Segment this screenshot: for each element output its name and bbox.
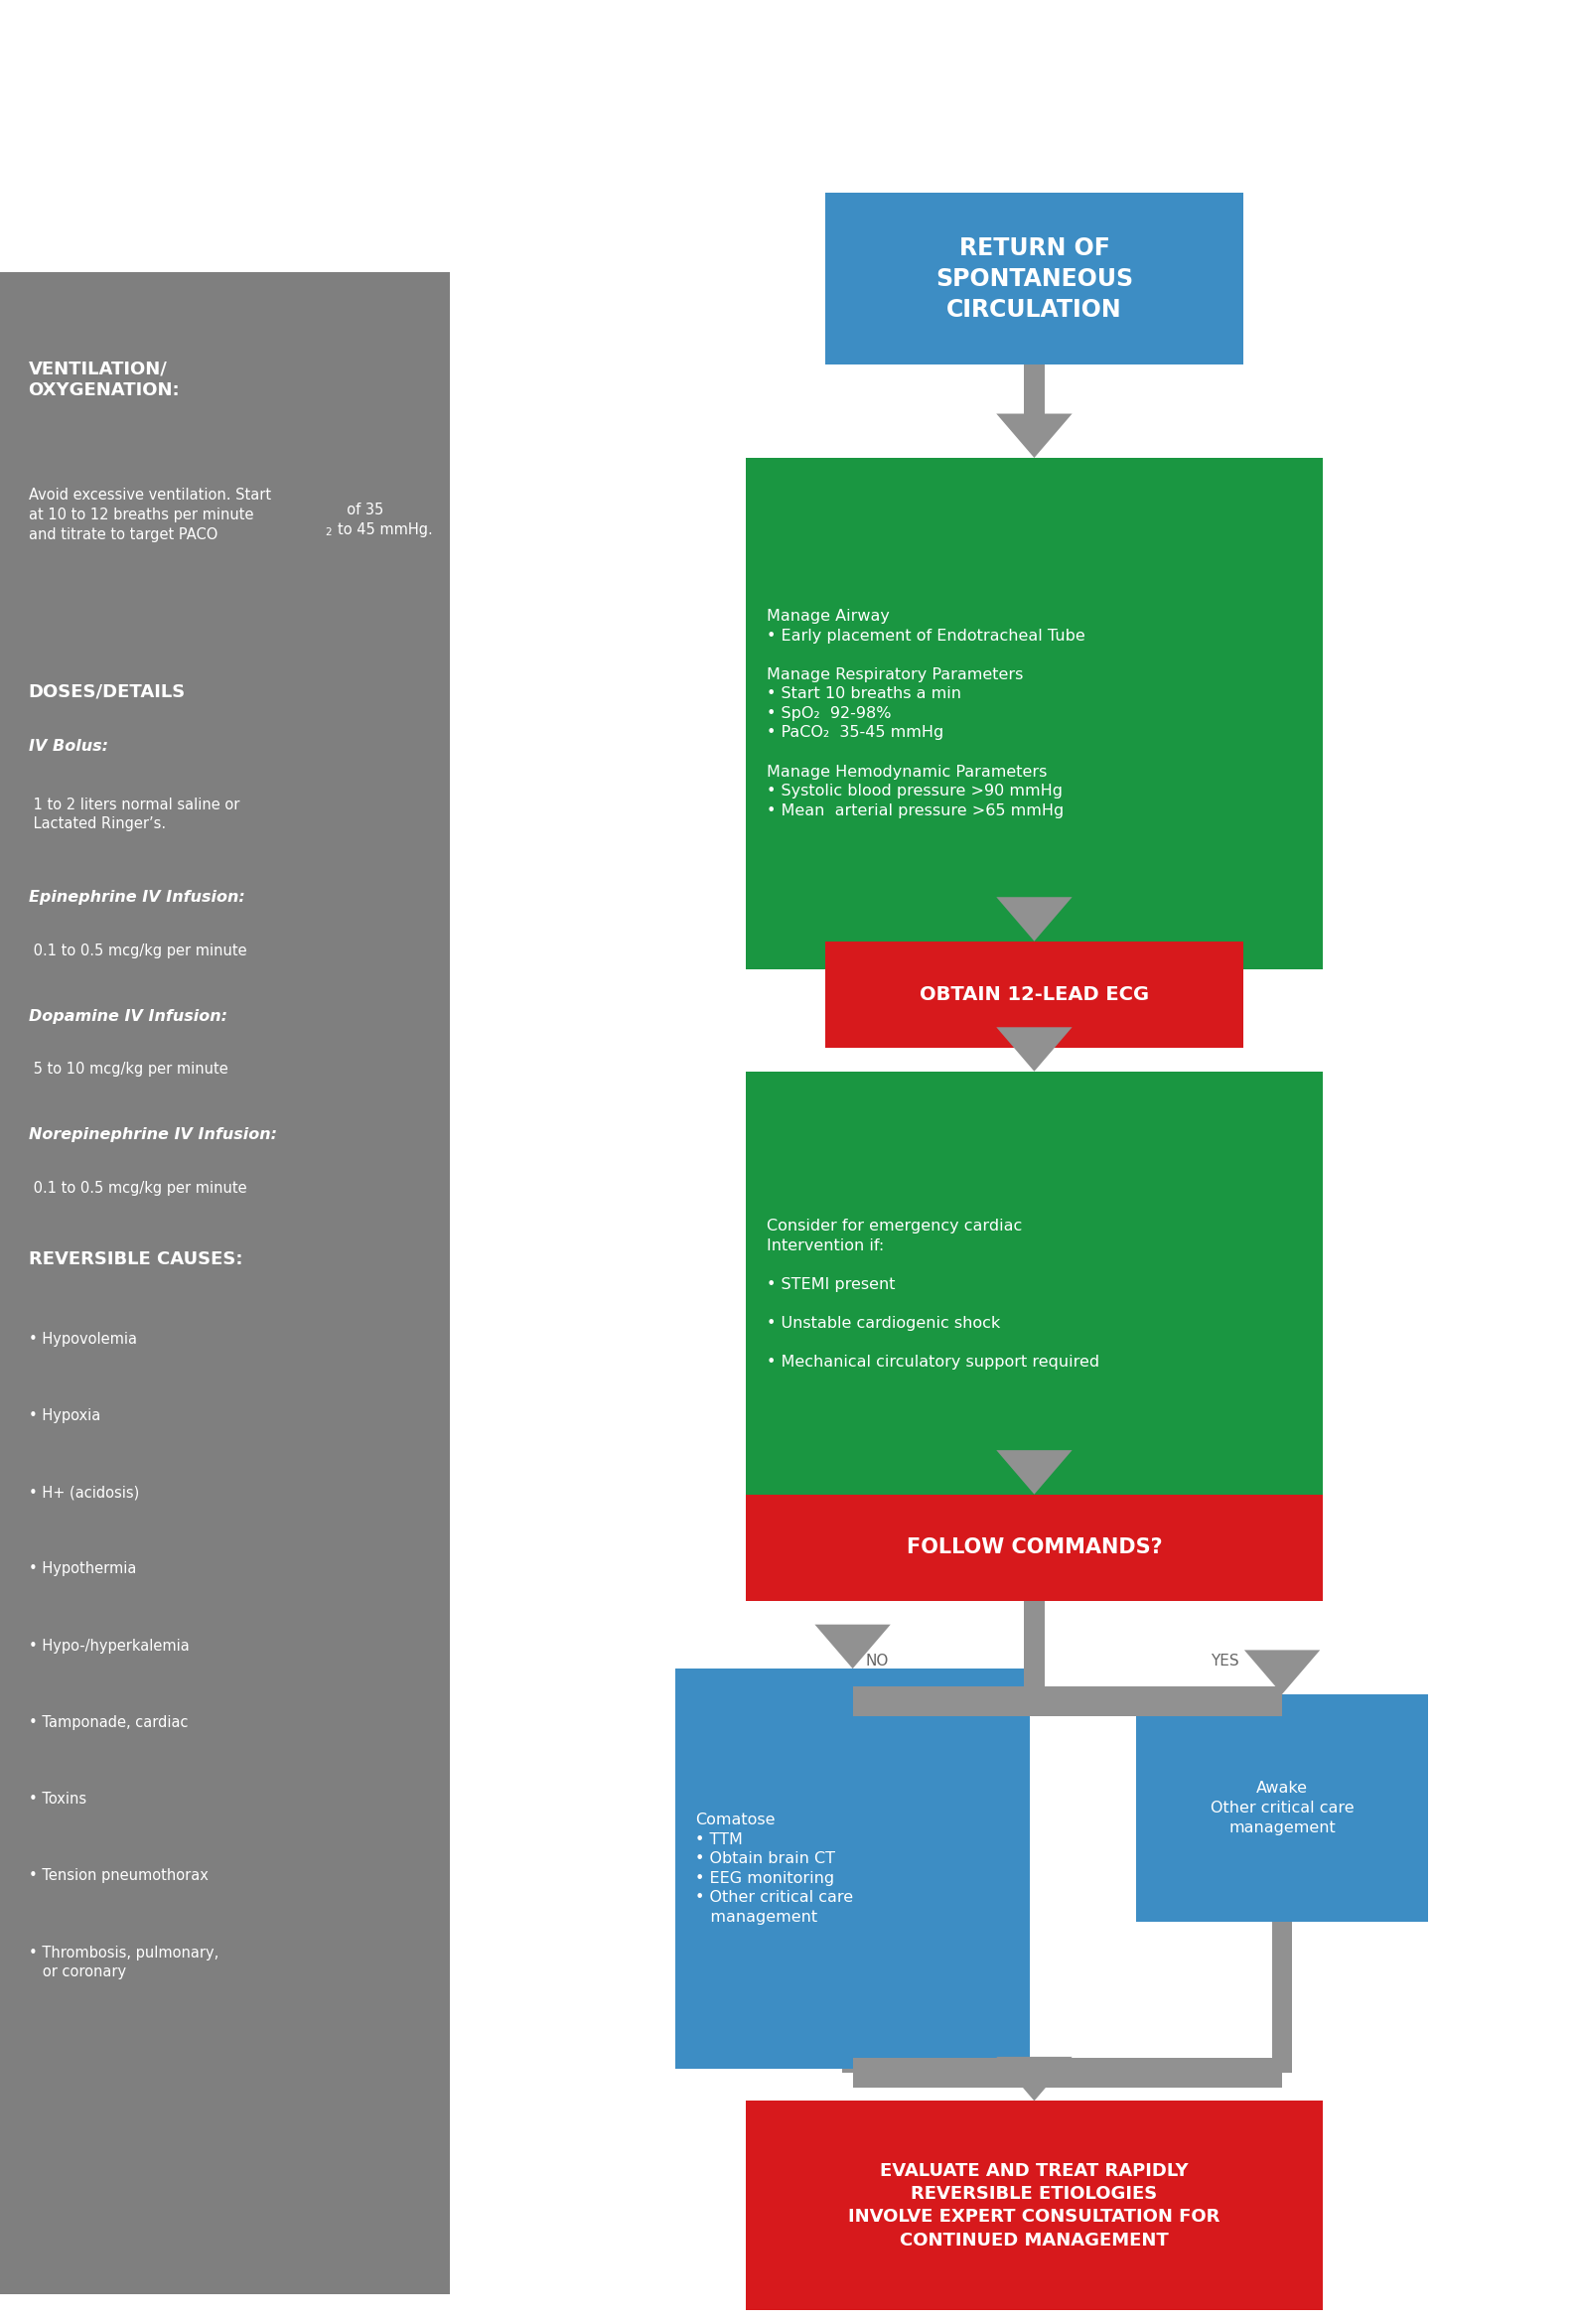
Text: VENTILATION/
OXYGENATION:: VENTILATION/ OXYGENATION:: [28, 360, 180, 400]
Text: Epinephrine IV Infusion:: Epinephrine IV Infusion:: [28, 890, 245, 904]
Bar: [1137, 1694, 1429, 1922]
Text: Norepinephrine IV Infusion:: Norepinephrine IV Infusion:: [28, 1127, 276, 1141]
Text: • Hypothermia: • Hypothermia: [28, 1562, 136, 1576]
Text: Awake
Other critical care
management: Awake Other critical care management: [1211, 1780, 1353, 1836]
Bar: [1023, 365, 1045, 414]
Bar: [824, 193, 1244, 365]
Polygon shape: [996, 2057, 1072, 2101]
Text: YES: YES: [1211, 1655, 1240, 1669]
Text: OBTAIN 12-LEAD ECG: OBTAIN 12-LEAD ECG: [919, 985, 1150, 1004]
Polygon shape: [996, 414, 1072, 458]
Bar: [747, 1494, 1322, 1601]
Text: of 35
to 45 mmHg.: of 35 to 45 mmHg.: [338, 502, 433, 537]
Text: RETURN OF
SPONTANEOUS
CIRCULATION: RETURN OF SPONTANEOUS CIRCULATION: [935, 237, 1134, 321]
Text: • Tension pneumothorax: • Tension pneumothorax: [28, 1868, 208, 1882]
Text: 1 to 2 liters normal saline or
 Lactated Ringer’s.: 1 to 2 liters normal saline or Lactated …: [28, 797, 240, 832]
Text: Manage Airway
• Early placement of Endotracheal Tube

Manage Respiratory Paramet: Manage Airway • Early placement of Endot…: [767, 609, 1085, 818]
Text: NO: NO: [865, 1655, 889, 1669]
Polygon shape: [996, 897, 1072, 941]
Polygon shape: [1244, 1650, 1320, 1694]
Bar: [853, 2059, 1282, 2087]
Text: • Hypovolemia: • Hypovolemia: [28, 1332, 137, 1346]
Text: REVERSIBLE CAUSES:: REVERSIBLE CAUSES:: [28, 1250, 243, 1269]
Text: Dopamine IV Infusion:: Dopamine IV Infusion:: [28, 1009, 227, 1023]
Bar: [0, 272, 450, 2294]
Text: Consider for emergency cardiac
Intervention if:

• STEMI present

• Unstable car: Consider for emergency cardiac Intervent…: [767, 1220, 1099, 1369]
Bar: [747, 2101, 1322, 2310]
Polygon shape: [815, 1624, 891, 1669]
Text: • Tamponade, cardiac: • Tamponade, cardiac: [28, 1715, 188, 1729]
Bar: [843, 2068, 864, 2073]
Text: IV Bolus:: IV Bolus:: [28, 739, 107, 753]
Text: • Toxins: • Toxins: [28, 1792, 87, 1806]
Bar: [676, 1669, 1031, 2068]
Text: Avoid excessive ventilation. Start
at 10 to 12 breaths per minute
and titrate to: Avoid excessive ventilation. Start at 10…: [28, 488, 272, 541]
Text: DOSES/DETAILS: DOSES/DETAILS: [28, 683, 186, 702]
Bar: [853, 1687, 1034, 1715]
Text: • H+ (acidosis): • H+ (acidosis): [28, 1485, 139, 1499]
Text: FOLLOW COMMANDS?: FOLLOW COMMANDS?: [906, 1538, 1162, 1557]
Text: • Hypo-/hyperkalemia: • Hypo-/hyperkalemia: [28, 1638, 189, 1652]
Text: Comatose
• TTM
• Obtain brain CT
• EEG monitoring
• Other critical care
   manag: Comatose • TTM • Obtain brain CT • EEG m…: [696, 1813, 854, 1924]
Bar: [747, 458, 1322, 969]
Text: • Thrombosis, pulmonary,
   or coronary: • Thrombosis, pulmonary, or coronary: [28, 1945, 218, 1980]
Bar: [1034, 1687, 1282, 1715]
Bar: [1023, 1601, 1045, 1701]
Bar: [1273, 1922, 1293, 2073]
Text: 0.1 to 0.5 mcg/kg per minute: 0.1 to 0.5 mcg/kg per minute: [28, 944, 246, 957]
Bar: [747, 1071, 1322, 1518]
Polygon shape: [996, 1450, 1072, 1494]
Text: • Hypoxia: • Hypoxia: [28, 1408, 99, 1422]
Text: 5 to 10 mcg/kg per minute: 5 to 10 mcg/kg per minute: [28, 1062, 227, 1076]
Polygon shape: [996, 1027, 1072, 1071]
Bar: [824, 941, 1244, 1048]
Text: EVALUATE AND TREAT RAPIDLY
REVERSIBLE ETIOLOGIES
INVOLVE EXPERT CONSULTATION FOR: EVALUATE AND TREAT RAPIDLY REVERSIBLE ET…: [848, 2161, 1221, 2250]
Text: 0.1 to 0.5 mcg/kg per minute: 0.1 to 0.5 mcg/kg per minute: [28, 1181, 246, 1195]
Text: 2: 2: [325, 528, 332, 537]
